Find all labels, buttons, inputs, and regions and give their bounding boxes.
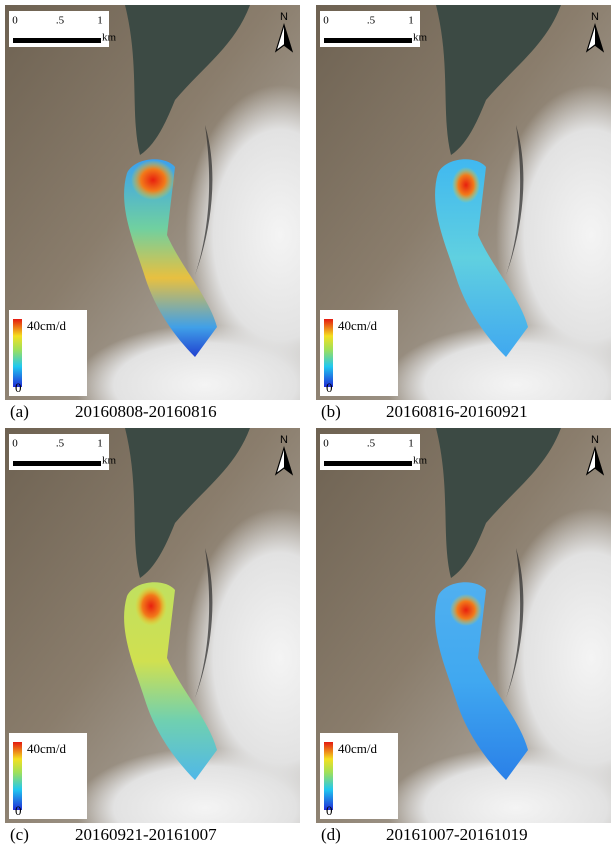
colorbar [13,319,22,387]
caption-label: (a) [10,402,29,421]
scale-tick-label: 0 [12,438,18,450]
caption-dates: 20160808-20160816 [75,402,217,421]
scale-tick-label: 1 [408,438,414,450]
colorbar [324,319,333,387]
colorbar [13,742,22,810]
panel: 0 .5 1 km N 40cm/d 0 [316,428,614,850]
caption-dates: 20160816-20160921 [386,402,528,421]
caption-dates: 20160921-20161007 [75,825,217,844]
scale-tick-label: 0 [12,15,18,27]
scale-tick-label: 1 [97,438,103,450]
scale-bar [13,461,101,466]
figure: 0 .5 1 km N 40cm/d 0 (a) 20160808-20160816 0 .5 1 km… [0,0,614,850]
legend-max: 40cm/d [27,741,66,756]
caption-label: (b) [321,402,341,421]
fast-flow [135,586,167,626]
scale-tick-label: 0 [323,438,329,450]
colorbar [324,742,333,810]
scale-tick-label: .5 [367,438,376,450]
panel: 0 .5 1 km N 40cm/d 0 [316,5,614,445]
fast-flow [452,167,480,203]
scale-bar [324,461,412,466]
legend-min: 0 [326,380,333,395]
scale-unit: km [413,455,428,467]
scale-tick-label: 1 [408,15,414,27]
legend-max: 40cm/d [27,318,66,333]
caption-label: (d) [321,825,341,844]
scale-tick-label: 1 [97,15,103,27]
caption-dates: 20161007-20161019 [386,825,528,844]
north-label: N [280,11,288,23]
legend-min: 0 [15,380,22,395]
fast-flow [131,160,175,200]
caption-label: (c) [10,825,29,844]
scale-tick-label: .5 [56,438,65,450]
scale-tick-label: 0 [323,15,329,27]
legend-min: 0 [326,803,333,818]
legend-max: 40cm/d [338,741,377,756]
north-label: N [591,11,599,23]
scale-tick-label: .5 [56,15,65,27]
north-label: N [280,434,288,446]
legend-min: 0 [15,803,22,818]
scale-bar [324,38,412,43]
scale-bar [13,38,101,43]
scale-unit: km [102,32,117,44]
legend-max: 40cm/d [338,318,377,333]
scale-unit: km [413,32,428,44]
fast-flow [450,594,482,626]
scale-unit: km [102,455,117,467]
north-label: N [591,434,599,446]
scale-tick-label: .5 [367,15,376,27]
